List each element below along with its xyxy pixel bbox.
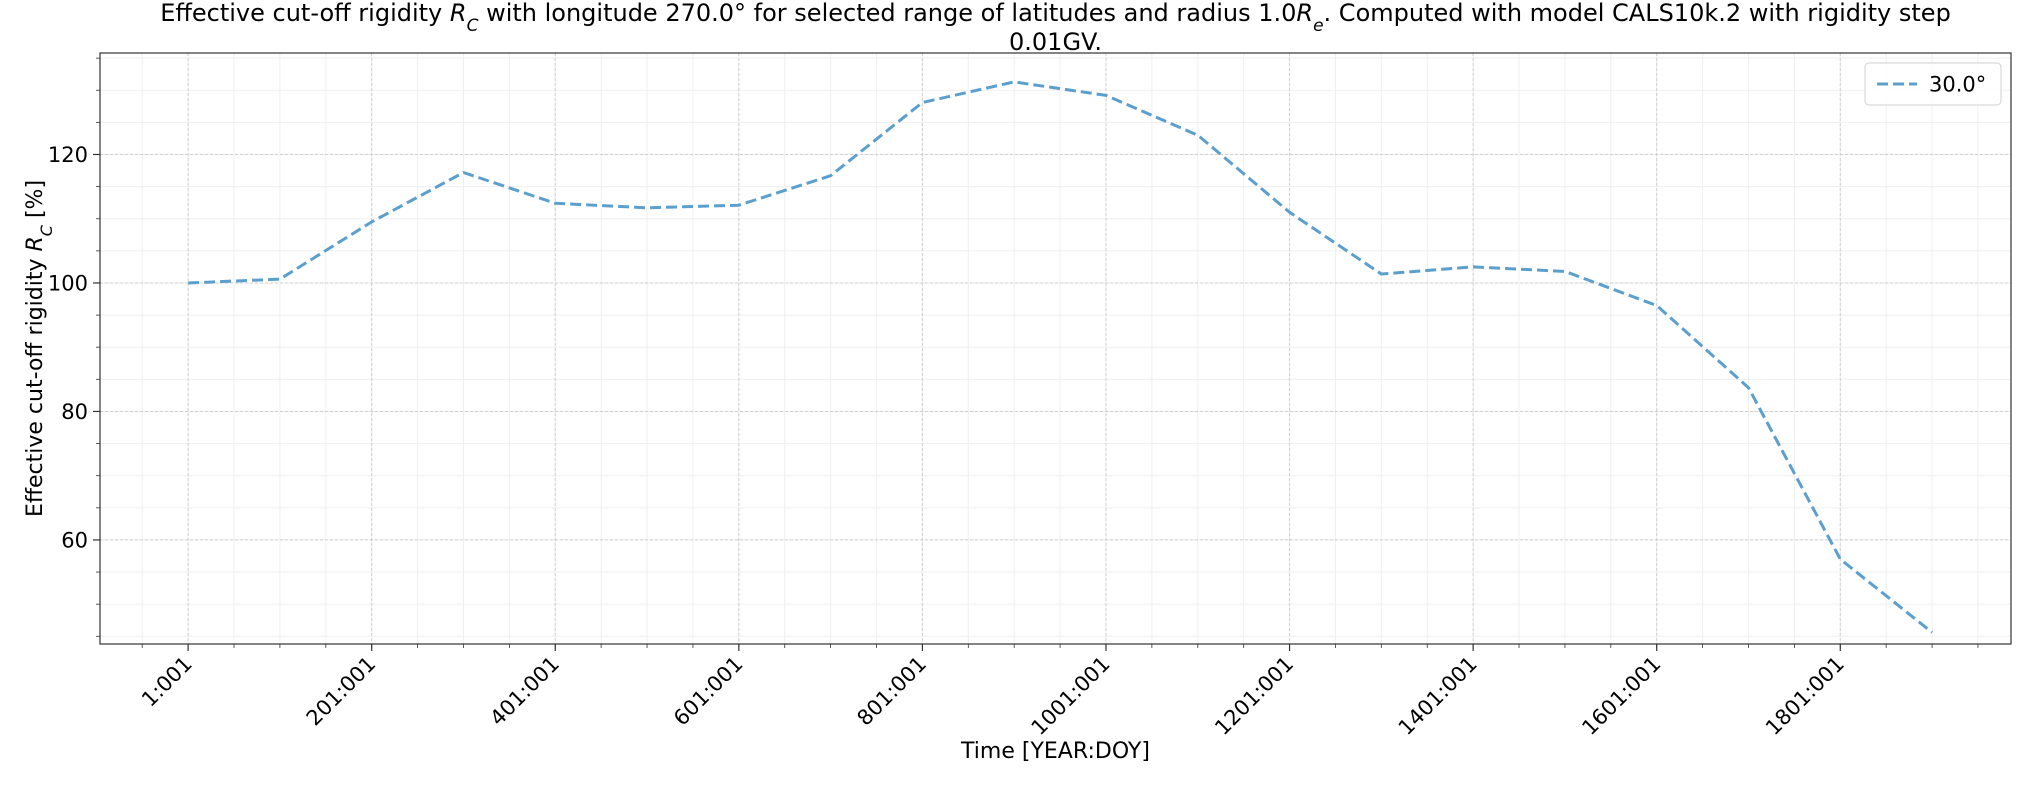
x-axis: 1:001 201:001 401:001 601:001 801:001 1001:00… <box>137 644 1979 740</box>
x-tick-label: 1201:001 <box>1210 652 1298 740</box>
x-tick-label: 1801:001 <box>1761 652 1849 740</box>
x-tick-label: 1:001 <box>137 652 197 712</box>
x-axis-label: Time [YEAR:DOY] <box>960 739 1150 764</box>
plot-area <box>99 52 2012 645</box>
y-axis-label: Effective cut-off rigidity RC [%] <box>23 180 56 517</box>
x-tick-label: 1401:001 <box>1394 652 1482 740</box>
chart-title: Effective cut-off rigidity RC with longi… <box>160 0 1951 56</box>
y-axis-label-text: Effective cut-off rigidity RC [%] <box>23 180 56 517</box>
minor-grid <box>100 53 2011 644</box>
title-line: Effective cut-off rigidity RC with longi… <box>160 0 1951 36</box>
y-axis: 60 80 100 120 <box>48 57 100 637</box>
x-tick-label: 601:001 <box>669 652 748 731</box>
y-tick-label: 80 <box>61 400 88 424</box>
x-tick-label: 1601:001 <box>1577 652 1665 740</box>
y-tick-label: 120 <box>48 143 88 167</box>
y-tick-label: 60 <box>61 528 88 552</box>
series-line <box>188 80 1934 634</box>
y-tick-label: 100 <box>48 271 88 295</box>
title-line: 0.01GV. <box>1009 28 1102 56</box>
x-tick-label: 201:001 <box>302 652 381 731</box>
legend-entry: 30.0° <box>1929 72 1986 96</box>
legend: 30.0° <box>1864 62 2002 106</box>
legend-box <box>1864 62 2002 106</box>
x-tick-label: 401:001 <box>485 652 564 731</box>
series-layer <box>188 80 1934 634</box>
major-grid <box>100 53 2011 644</box>
x-tick-label: 801:001 <box>852 652 931 731</box>
x-tick-label: 1001:001 <box>1027 652 1115 740</box>
